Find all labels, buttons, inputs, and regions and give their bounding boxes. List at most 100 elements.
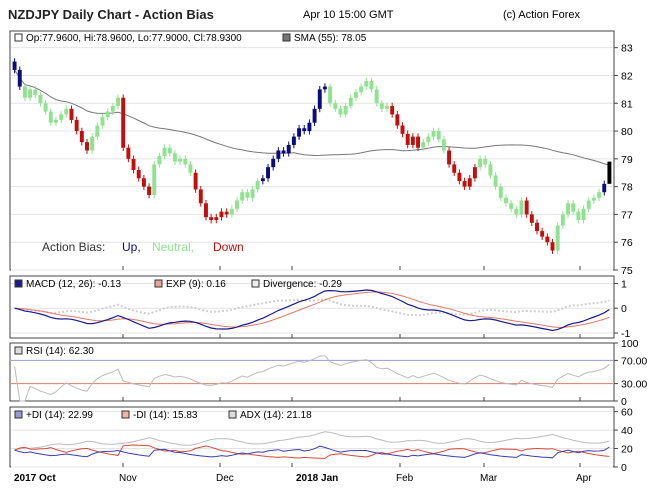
- candle-body: [250, 189, 255, 198]
- bias-up-label: Up,: [122, 240, 141, 254]
- candle-body: [431, 131, 436, 137]
- candle-body: [64, 108, 69, 115]
- price-tick-label: 76: [621, 237, 633, 249]
- price-tick-label: 78: [621, 182, 633, 194]
- candle-body: [576, 211, 581, 220]
- candle-body: [100, 117, 105, 126]
- adx-legend: ADX (14): 21.18: [240, 410, 312, 421]
- x-axis-label: Apr: [576, 473, 592, 484]
- candle-body: [266, 167, 270, 179]
- rsi-tick-label: 0: [621, 396, 627, 408]
- price-panel-frame: [9, 30, 615, 271]
- price-tick-label: 79: [621, 154, 633, 166]
- candle-body: [540, 231, 545, 237]
- candle-body: [22, 86, 27, 98]
- candle-body: [54, 119, 58, 123]
- sma-line: [14, 69, 610, 166]
- candle-body: [240, 192, 245, 201]
- candle-body: [291, 136, 296, 145]
- candle-body: [426, 136, 431, 143]
- candle-body: [209, 217, 214, 220]
- candle-body: [79, 131, 84, 143]
- candle-body: [441, 139, 446, 151]
- candle-body: [110, 106, 115, 112]
- bias-down-label: Down: [213, 240, 244, 254]
- candle-body: [581, 208, 586, 220]
- candle-body: [416, 136, 420, 148]
- adx-legend-swatch: [228, 410, 237, 419]
- candle-body: [188, 164, 193, 173]
- dmi-tick-label: 20: [621, 444, 633, 456]
- x-axis-label: Mar: [480, 473, 498, 484]
- candle-body: [571, 203, 576, 212]
- macd-line: [14, 289, 610, 332]
- macd-exp-line: [14, 291, 610, 328]
- candle-body: [488, 164, 493, 176]
- sma-legend-swatch: [282, 33, 291, 42]
- macd-legend: MACD (12, 26): -0.13: [26, 279, 121, 290]
- candle-body: [421, 142, 426, 148]
- candle-body: [597, 192, 602, 198]
- dmi-tick-label: 40: [621, 425, 633, 437]
- candle-body: [38, 94, 43, 104]
- candle-body: [535, 222, 539, 232]
- candle-body: [322, 86, 327, 90]
- rsi-panel-frame: [9, 342, 615, 402]
- candle-body: [467, 178, 472, 187]
- dmi-tick-label: 0: [621, 462, 627, 474]
- price-tick-label: 75: [621, 265, 633, 277]
- mdi-legend-swatch: [121, 410, 130, 419]
- candle-body: [219, 211, 224, 218]
- candle-body: [204, 203, 208, 218]
- candle-body: [586, 200, 591, 209]
- candle-body: [302, 128, 307, 132]
- candle-body: [90, 136, 95, 151]
- price-tick-label: 80: [621, 126, 633, 138]
- candle-body: [59, 114, 64, 120]
- candle-body: [529, 214, 534, 223]
- candle-body: [602, 183, 607, 193]
- candle-body: [214, 217, 219, 220]
- bias-neutral-label: Neutral,: [152, 240, 194, 254]
- candle-body: [276, 150, 281, 159]
- chart-title: NZDJPY Daily Chart - Action Bias: [8, 7, 214, 22]
- candle-body: [343, 106, 348, 115]
- candle-body: [591, 197, 596, 201]
- macd-legend-swatch: [14, 279, 23, 288]
- exp-legend-swatch: [154, 279, 163, 288]
- candle-body: [447, 150, 452, 165]
- candle-body: [193, 172, 198, 190]
- grid-lines: [11, 47, 613, 468]
- candle-body: [235, 200, 239, 209]
- candle-body: [607, 161, 612, 184]
- candle-body: [260, 178, 265, 182]
- candle-body: [245, 192, 250, 198]
- candle-body: [390, 106, 395, 115]
- candle-body: [400, 125, 405, 134]
- candle-body: [69, 108, 74, 120]
- sma-path: [14, 69, 610, 166]
- candle-body: [519, 200, 524, 215]
- macd-tick-label: 0: [621, 303, 627, 315]
- candle-body: [95, 125, 100, 137]
- candle-body: [504, 197, 508, 204]
- ohlc-legend: Op:77.9600, Hi:78.9600, Lo:77.9000, Cl:7…: [26, 33, 242, 44]
- candle-body: [354, 92, 358, 98]
- chart-datetime: Apr 10 15:00 GMT: [303, 9, 394, 21]
- candle-body: [28, 89, 33, 98]
- x-axis-label: Nov: [119, 473, 137, 484]
- candle-body: [131, 158, 136, 170]
- candle-body: [385, 106, 389, 109]
- candle-body: [436, 131, 441, 140]
- candle-body: [33, 89, 38, 95]
- candle-body: [524, 200, 529, 215]
- rsi-tick-label: 100: [621, 338, 639, 350]
- candle-body: [136, 169, 141, 179]
- chart-header: NZDJPY Daily Chart - Action Bias Apr 10 …: [0, 0, 650, 30]
- divergence-legend: Divergence: -0.29: [263, 279, 342, 290]
- candle-body: [374, 89, 379, 104]
- x-axis-label: 2018 Jan: [296, 473, 338, 484]
- exp-legend: EXP (9): 0.16: [166, 279, 226, 290]
- x-axis-labels: 2017 Oct Nov Dec 2018 Jan Feb Mar Apr: [9, 266, 592, 484]
